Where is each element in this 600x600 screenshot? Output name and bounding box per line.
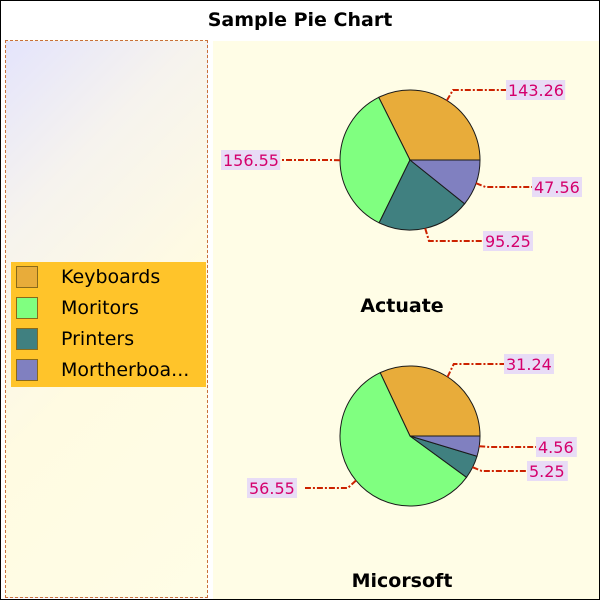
pie-slice-monitors [339,372,468,507]
pie-slice-keyboards [379,365,481,437]
legend-label-motherboards: Mortherboa... [61,359,190,381]
legend-label-monitors: Moritors [61,297,139,319]
leader-line-motherboards [475,182,532,188]
pie-slice-keyboards [378,89,481,161]
legend-swatch-motherboards [16,359,38,381]
legend: Keyboards Moritors Printers Mortherboa..… [11,262,206,387]
data-label-motherboards: 4.56 [538,438,574,457]
leader-line-printers [424,228,483,242]
legend-label-printers: Printers [61,328,135,350]
data-label-bg-monitors [247,478,297,498]
data-label-bg-keyboards [504,354,554,374]
data-label-bg-keyboards [506,80,566,100]
pie-name-micorsoft: Micorsoft [352,570,453,592]
pie-slice-monitors [339,96,411,224]
data-label-printers: 5.25 [529,462,565,481]
data-label-monitors: 156.55 [223,151,279,170]
leader-line-keyboards [445,89,506,102]
legend-item-motherboards: Mortherboa... [11,356,206,387]
data-label-bg-monitors [221,150,281,170]
leader-line-motherboards [479,445,536,448]
leader-line-keyboards [446,363,504,378]
legend-item-monitors: Moritors [11,294,206,325]
data-label-keyboards: 31.24 [506,355,552,374]
pie-micorsoft: 31.24 56.55 5.25 4.56 Micorsoft [247,354,577,592]
data-label-motherboards: 47.56 [534,178,580,197]
pie-actuate: 143.26 156.55 95.25 47.56 Actuate [221,80,582,317]
data-label-monitors: 56.55 [249,479,295,498]
legend-swatch-printers [16,328,38,350]
legend-swatch-keyboards [16,266,38,288]
data-label-bg-motherboards [532,177,582,197]
chart-title: Sample Pie Chart [207,9,393,31]
data-label-printers: 95.25 [485,232,531,251]
leader-line-monitors [305,479,357,489]
data-label-keyboards: 143.26 [508,81,564,100]
legend-label-keyboards: Keyboards [61,266,161,288]
leader-line-printers [472,466,527,472]
data-label-bg-printers [483,231,533,251]
pie-slice-motherboards [408,159,481,205]
pie-name-actuate: Actuate [360,295,443,317]
data-label-bg-printers [527,461,568,481]
legend-swatch-monitors [16,297,38,319]
data-label-bg-motherboards [536,437,577,457]
legend-item-printers: Printers [11,325,206,356]
legend-item-keyboards: Keyboards [11,263,206,294]
